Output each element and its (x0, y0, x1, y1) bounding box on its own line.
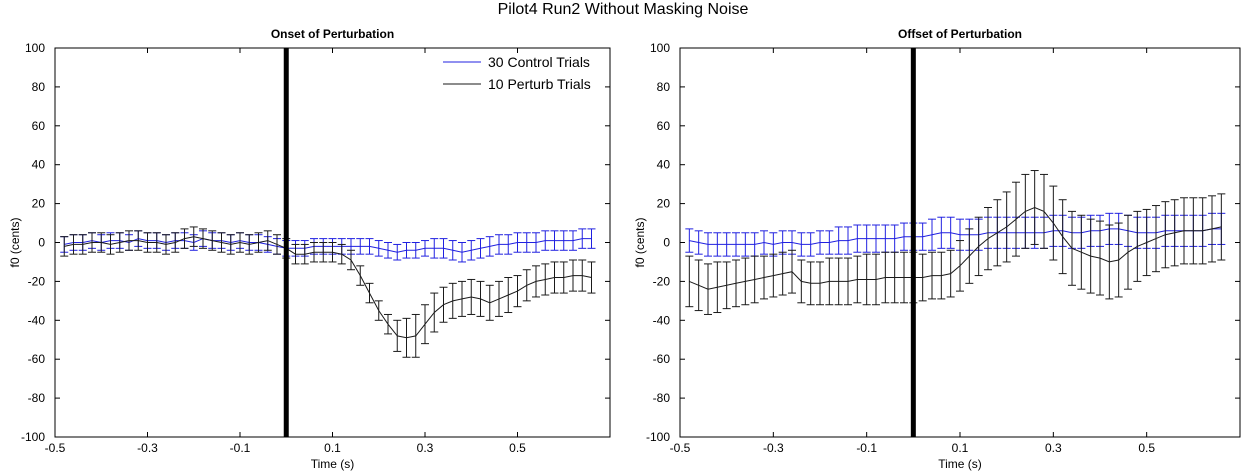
y-tick-label: -80 (653, 391, 671, 405)
x-tick-label: -0.5 (45, 441, 66, 455)
x-axis-label: Time (s) (938, 457, 982, 471)
x-axis-label: Time (s) (311, 457, 355, 471)
y-tick-label: 80 (657, 80, 671, 94)
y-tick-label: -20 (28, 274, 46, 288)
x-tick-label: 0.5 (509, 441, 526, 455)
y-tick-label: -100 (646, 430, 670, 444)
x-tick-label: -0.5 (670, 441, 691, 455)
x-tick-label: 0.3 (417, 441, 434, 455)
chart-panel-offset: Offset of Perturbation 100 80 60 40 20 0 -20 -40… (633, 27, 1241, 471)
x-tick-label: 0.3 (1045, 441, 1062, 455)
x-tick-label: -0.3 (763, 441, 784, 455)
x-tick-label: -0.3 (137, 441, 158, 455)
x-tick-label: 0.1 (324, 441, 341, 455)
y-tick-label: 100 (25, 41, 45, 55)
chart-panel-onset: Onset of Perturbation 100 80 60 40 20 0 -20 -40 -… (8, 27, 611, 471)
series-perturb (685, 170, 1226, 315)
y-tick-label: -40 (28, 313, 46, 327)
y-tick-label: 40 (32, 158, 46, 172)
y-tick-label: 60 (32, 119, 46, 133)
y-tick-label: 60 (657, 119, 671, 133)
series-control (685, 212, 1226, 257)
y-tick-label: 0 (663, 236, 670, 250)
y-tick-label: 20 (32, 197, 46, 211)
x-tick-label: -0.1 (230, 441, 251, 455)
y-axis-label: f0 (cents) (633, 217, 647, 267)
legend: 30 Control Trials 10 Perturb Trials (443, 54, 591, 92)
y-tick-label: 20 (657, 197, 671, 211)
panel-title: Onset of Perturbation (271, 27, 394, 41)
y-tick-label: 80 (32, 80, 46, 94)
legend-label: 10 Perturb Trials (488, 76, 591, 92)
series-control (60, 228, 596, 263)
legend-label: 30 Control Trials (488, 54, 590, 70)
series-line (64, 238, 592, 253)
y-tick-label: -100 (21, 430, 45, 444)
series-perturb (60, 226, 596, 358)
y-tick-label: 0 (38, 236, 45, 250)
panel-title: Offset of Perturbation (898, 27, 1022, 41)
x-tick-label: -0.1 (856, 441, 877, 455)
series-line (64, 236, 592, 339)
series-line (689, 206, 1222, 290)
y-tick-label: -20 (653, 274, 671, 288)
x-tick-label: 0.5 (1138, 441, 1155, 455)
series-line (689, 228, 1222, 245)
y-tick-label: -60 (653, 352, 671, 366)
y-tick-label: 100 (650, 41, 670, 55)
figure-title: Pilot4 Run2 Without Masking Noise (498, 1, 749, 18)
y-tick-label: 40 (657, 158, 671, 172)
y-tick-label: -40 (653, 313, 671, 327)
x-tick-label: 0.1 (952, 441, 969, 455)
y-tick-label: -60 (28, 352, 46, 366)
y-tick-label: -80 (28, 391, 46, 405)
y-axis-label: f0 (cents) (8, 217, 22, 267)
